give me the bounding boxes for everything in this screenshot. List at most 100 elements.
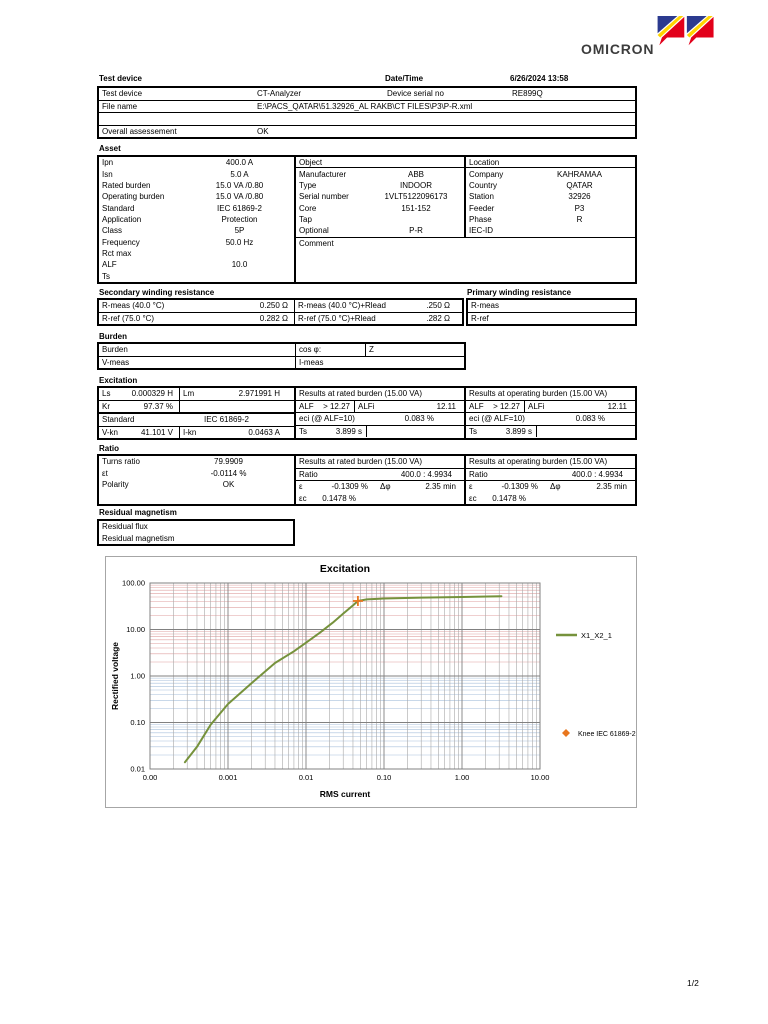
table-row: Application Protection bbox=[99, 214, 294, 225]
cell-value: 0.083 % bbox=[575, 414, 605, 424]
table-row: Core 151-152 bbox=[296, 202, 464, 213]
datetime-label: Date/Time bbox=[385, 74, 424, 83]
cell-label: R-ref (75.0 °C)+Rlead bbox=[294, 312, 426, 324]
cell-label: R-ref bbox=[471, 313, 489, 323]
cell-value: 0.282 Ω bbox=[426, 313, 450, 323]
excitation-curve bbox=[183, 595, 503, 764]
cell-label: Company bbox=[469, 169, 504, 179]
cell-value: 41.101 V bbox=[140, 427, 173, 437]
table-row: Polarity OK bbox=[99, 479, 294, 491]
cell-label: Ls bbox=[102, 389, 111, 399]
y-axis-label: Rectified voltage bbox=[110, 642, 120, 710]
cell-value: 400.0 A bbox=[225, 158, 254, 168]
cell-label: Ts bbox=[299, 426, 307, 436]
cell-label: Operating burden bbox=[102, 192, 165, 202]
excitation-operating-group: Results at operating burden (15.00 VA) A… bbox=[464, 388, 635, 438]
cell-value: 2.35 min bbox=[596, 482, 627, 492]
section-title-asset: Asset bbox=[99, 144, 121, 153]
x-tick-label: 0.00 bbox=[143, 773, 158, 782]
y-tick-label: 0.10 bbox=[130, 718, 145, 727]
section-title-residual-magnetism: Residual magnetism bbox=[99, 508, 177, 517]
cell-value: 15.0 VA /0.80 bbox=[215, 180, 264, 190]
cell-label: I-meas bbox=[295, 356, 365, 368]
cell-label: I-kn bbox=[179, 426, 209, 438]
cell-label: Phase bbox=[469, 214, 492, 224]
table-row: Operating burden 15.0 VA /0.80 bbox=[99, 191, 294, 202]
table-row: Test device CT-Analyzer Device serial no… bbox=[99, 88, 635, 100]
cell-value bbox=[185, 271, 294, 282]
cell-label: ALF bbox=[469, 401, 484, 411]
cell-label: eci (@ ALF=10) bbox=[299, 414, 355, 424]
table-row: R-meas bbox=[468, 300, 635, 312]
section-title-burden: Burden bbox=[99, 332, 127, 341]
cell-value: 15.0 VA /0.80 bbox=[215, 192, 264, 202]
cell-label: Manufacturer bbox=[299, 169, 347, 179]
table-row: Manufacturer ABB bbox=[296, 168, 464, 179]
cell-value: -0.0114 % bbox=[210, 468, 247, 478]
group-header: Results at rated burden (15.00 VA) bbox=[299, 389, 423, 399]
y-tick-label: 1.00 bbox=[130, 672, 145, 681]
cell-label: V-kn bbox=[102, 427, 119, 437]
group-header: Results at rated burden (15.00 VA) bbox=[299, 457, 423, 467]
cell-label: Isn bbox=[102, 169, 113, 179]
cell-label: R-meas (40.0 °C)+Rlead bbox=[294, 300, 426, 312]
cell-label: Standard bbox=[102, 415, 135, 425]
cell-label: V-meas bbox=[102, 357, 130, 367]
cell-label: Class bbox=[102, 226, 123, 236]
cell-label: Residual magnetism bbox=[102, 533, 175, 543]
table-row: Residual flux bbox=[99, 521, 293, 533]
cell-label: Station bbox=[469, 192, 494, 202]
cell-label: R-meas bbox=[471, 301, 500, 311]
table-row: Ipn 400.0 A bbox=[99, 157, 294, 168]
cell-label: Burden bbox=[102, 345, 128, 355]
y-tick-label: 10.00 bbox=[126, 625, 145, 634]
table-row: Type INDOOR bbox=[296, 180, 464, 191]
section-title-ratio: Ratio bbox=[99, 444, 119, 453]
cell-value: 12.11 bbox=[436, 401, 456, 411]
ratio-table: Turns ratio 79.9909 εt -0.0114 % Polarity OK … bbox=[97, 454, 637, 506]
x-tick-label: 0.01 bbox=[299, 773, 314, 782]
location-group-header: Location bbox=[466, 157, 635, 169]
cell-label: Ratio bbox=[469, 469, 488, 479]
cell-value: 0.250 Ω bbox=[426, 301, 450, 311]
primary-winding-table: R-meas R-ref bbox=[466, 298, 637, 326]
table-row: Residual magnetism bbox=[99, 533, 293, 545]
asset-left-group: Ipn 400.0 A Isn 5.0 A Rated burden 15.0 VA /0… bbox=[99, 157, 296, 282]
cell-label: ALFi bbox=[354, 400, 384, 412]
cell-value: 97.37 % bbox=[143, 401, 173, 411]
cell-value: 400.0 : 4.9934 bbox=[400, 469, 452, 479]
cell-empty bbox=[536, 425, 635, 437]
cell-label: ALF bbox=[299, 401, 314, 411]
table-row: Tap bbox=[296, 214, 464, 225]
cell-label: Ipn bbox=[102, 158, 114, 168]
x-tick-label: 0.10 bbox=[377, 773, 392, 782]
cell-value: ABB bbox=[407, 169, 424, 179]
cell-value: P3 bbox=[574, 203, 585, 213]
section-title-test-device: Test device bbox=[99, 74, 142, 83]
cell-label: Optional bbox=[299, 226, 329, 236]
table-row: εt -0.0114 % bbox=[99, 468, 294, 480]
omicron-logo-text: OMICRON bbox=[581, 41, 655, 57]
cell-value: -0.1309 % bbox=[331, 482, 368, 492]
cell-value: 0.1478 % bbox=[322, 493, 356, 503]
x-tick-label: 0.001 bbox=[219, 773, 238, 782]
cell-value: 1VLT5122096173 bbox=[384, 192, 448, 202]
cell-label: Country bbox=[469, 180, 498, 190]
legend-knee-label: Knee IEC 61869-2 bbox=[578, 731, 636, 738]
cell-label: Turns ratio bbox=[102, 457, 140, 467]
cell-value bbox=[524, 225, 635, 236]
table-row: R-ref (75.0 °C) 0.282 Ω R-ref (75.0 °C)+Rl… bbox=[99, 311, 462, 324]
cell-value: 5.0 A bbox=[230, 169, 249, 179]
asset-location-group: Location Company KAHRAMAA Country QATAR Stat… bbox=[466, 157, 635, 237]
table-row: Overall assessement OK bbox=[99, 124, 635, 138]
cell-label: File name bbox=[102, 101, 138, 111]
cell-value: 2.971991 H bbox=[238, 389, 280, 399]
residual-magnetism-table: Residual flux Residual magnetism bbox=[97, 519, 295, 546]
cell-value: P-R bbox=[409, 226, 423, 236]
cell-value: 0.000329 H bbox=[131, 389, 173, 399]
cell-label: Kr bbox=[102, 401, 110, 411]
table-row: Station 32926 bbox=[466, 191, 635, 202]
cell-label: Ts bbox=[469, 426, 477, 436]
table-row: Rated burden 15.0 VA /0.80 bbox=[99, 180, 294, 191]
